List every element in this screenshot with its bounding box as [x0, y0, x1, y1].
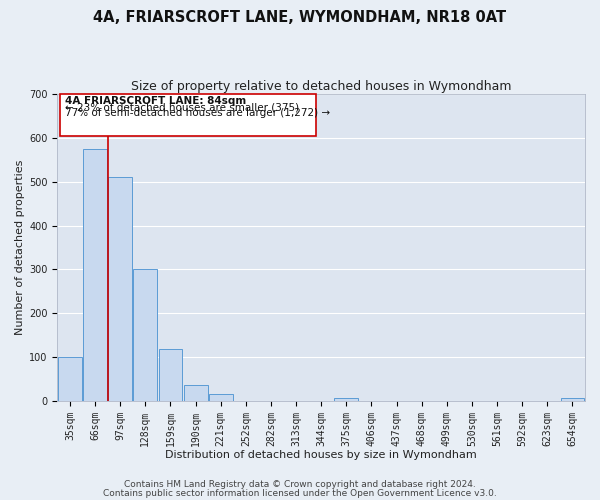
Text: 4A FRIARSCROFT LANE: 84sqm: 4A FRIARSCROFT LANE: 84sqm [65, 96, 246, 106]
X-axis label: Distribution of detached houses by size in Wymondham: Distribution of detached houses by size … [166, 450, 477, 460]
FancyBboxPatch shape [60, 94, 316, 136]
Bar [334, 398, 358, 401]
Text: Contains public sector information licensed under the Open Government Licence v3: Contains public sector information licen… [103, 488, 497, 498]
Y-axis label: Number of detached properties: Number of detached properties [15, 160, 25, 335]
Bar [58, 357, 82, 401]
Bar [184, 384, 208, 401]
Text: ← 23% of detached houses are smaller (375): ← 23% of detached houses are smaller (37… [65, 102, 299, 112]
Text: 4A, FRIARSCROFT LANE, WYMONDHAM, NR18 0AT: 4A, FRIARSCROFT LANE, WYMONDHAM, NR18 0A… [94, 10, 506, 25]
Text: 77% of semi-detached houses are larger (1,272) →: 77% of semi-detached houses are larger (… [65, 108, 330, 118]
Bar [209, 394, 233, 401]
Bar [83, 149, 107, 401]
Title: Size of property relative to detached houses in Wymondham: Size of property relative to detached ho… [131, 80, 511, 93]
Bar [560, 398, 584, 401]
Bar [158, 349, 182, 401]
Text: Contains HM Land Registry data © Crown copyright and database right 2024.: Contains HM Land Registry data © Crown c… [124, 480, 476, 489]
Bar [133, 270, 157, 401]
Bar [108, 178, 132, 401]
